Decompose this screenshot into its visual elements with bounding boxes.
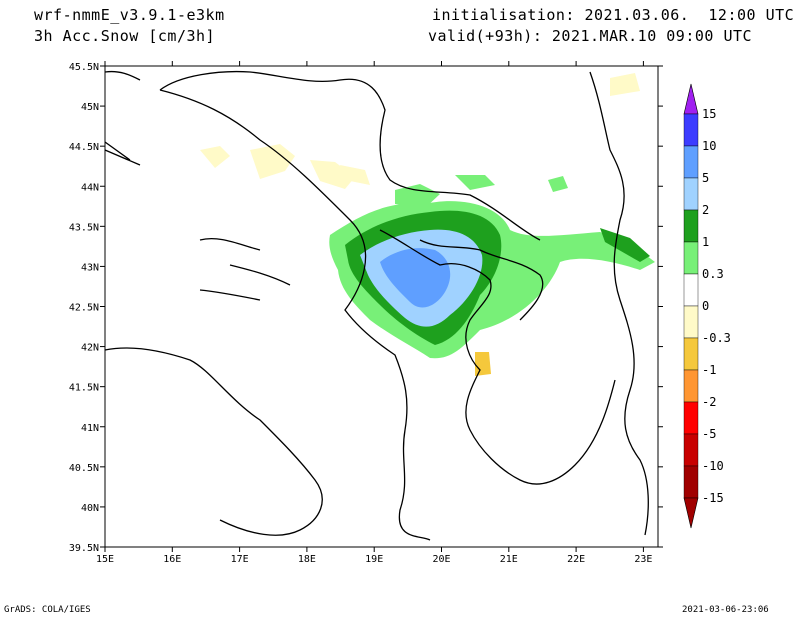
- latitude-label: 45N: [81, 102, 99, 113]
- colorbar-segment: [683, 209, 699, 243]
- latitude-label: 42.5N: [69, 303, 99, 314]
- longitude-label: 17E: [231, 554, 249, 565]
- longitude-label: 19E: [365, 554, 383, 565]
- colorbar-label: -0.3: [702, 331, 731, 345]
- colorbar-label: -5: [702, 427, 716, 441]
- colorbar-label: -10: [702, 459, 724, 473]
- field-title: 3h Acc.Snow [cm/3h]: [34, 27, 216, 45]
- colorbar-label: -15: [702, 491, 724, 505]
- model-title: wrf-nmmE_v3.9.1-e3km: [34, 6, 225, 24]
- colorbar-label: 15: [702, 107, 716, 121]
- colorbar-label: 0: [702, 299, 709, 313]
- latitude-label: 41N: [81, 423, 99, 434]
- valid-time: valid(+93h): 2021.MAR.10 09:00 UTC: [428, 27, 753, 45]
- init-time: initialisation: 2021.03.06. 12:00 UTC: [432, 6, 795, 24]
- axis-ticks: [100, 61, 663, 552]
- colorbar-label: 10: [702, 139, 716, 153]
- longitude-label: 23E: [634, 554, 652, 565]
- longitude-label: 21E: [500, 554, 518, 565]
- footer-credit: GrADS: COLA/IGES: [4, 605, 91, 615]
- colorbar: 15 10 5 2 1 0.3 0 -0.3 -1 -2 -5 -10 -15: [683, 83, 731, 529]
- colorbar-segment: [683, 273, 699, 307]
- colorbar-arrow-bottom: [683, 497, 699, 529]
- colorbar-label: 2: [702, 203, 709, 217]
- snowfall-field: [200, 73, 655, 376]
- colorbar-label: 1: [702, 235, 709, 249]
- colorbar-segment: [683, 305, 699, 339]
- colorbar-segment: [683, 465, 699, 499]
- longitude-label: 15E: [96, 554, 114, 565]
- colorbar-segment: [683, 337, 699, 371]
- longitude-label: 20E: [432, 554, 450, 565]
- latitude-label: 45.5N: [69, 62, 99, 73]
- colorbar-segment: [683, 113, 699, 147]
- colorbar-label: 5: [702, 171, 709, 185]
- colorbar-segment: [683, 369, 699, 403]
- colorbar-segment: [683, 145, 699, 179]
- latitude-label: 42N: [81, 343, 99, 354]
- longitude-label: 18E: [298, 554, 316, 565]
- colorbar-label: 0.3: [702, 267, 724, 281]
- footer-timestamp: 2021-03-06-23:06: [682, 605, 769, 615]
- colorbar-label: -2: [702, 395, 716, 409]
- latitude-label: 41.5N: [69, 383, 99, 394]
- latitude-label: 43.5N: [69, 222, 99, 233]
- latitude-label: 44N: [81, 182, 99, 193]
- coastlines-borders: [104, 70, 649, 541]
- latitude-label: 44.5N: [69, 142, 99, 153]
- longitude-label: 22E: [567, 554, 585, 565]
- latitude-label: 40N: [81, 503, 99, 514]
- colorbar-label: -1: [702, 363, 716, 377]
- latitude-label: 43N: [81, 262, 99, 273]
- colorbar-arrow-top: [683, 83, 699, 115]
- longitude-labels: 15E 16E 17E 18E 19E 20E 21E 22E 23E: [96, 554, 652, 565]
- longitude-label: 16E: [163, 554, 181, 565]
- colorbar-segment: [683, 401, 699, 435]
- latitude-labels: 45.5N 45N 44.5N 44N 43.5N 43N 42.5N 42N 41.5N 41N…: [69, 62, 99, 554]
- colorbar-segment: [683, 241, 699, 275]
- latitude-label: 39.5N: [69, 543, 99, 554]
- colorbar-segment: [683, 177, 699, 211]
- latitude-label: 40.5N: [69, 463, 99, 474]
- colorbar-segment: [683, 433, 699, 467]
